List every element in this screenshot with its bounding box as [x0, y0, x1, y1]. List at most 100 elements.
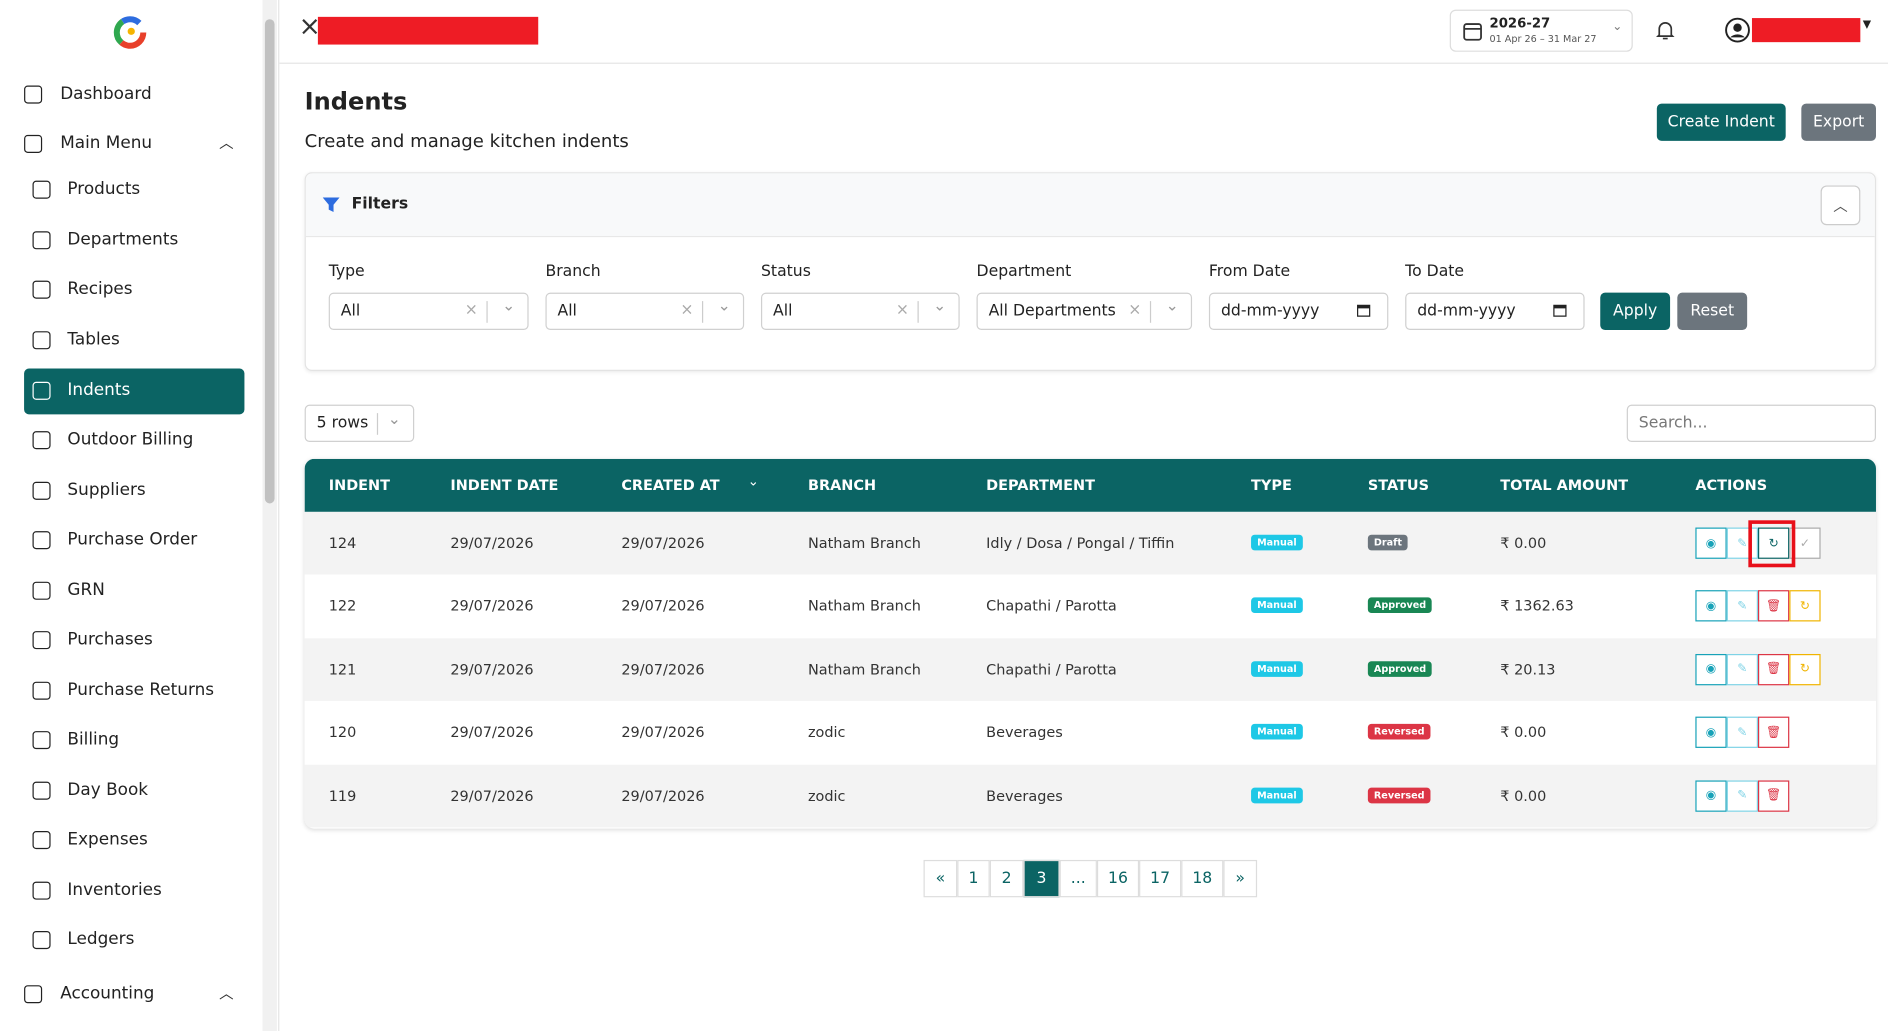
action-button[interactable]: ◉ [1695, 779, 1727, 812]
calendar-icon [1553, 304, 1567, 317]
year-range: 01 Apr 26 – 31 Mar 27 [1489, 33, 1597, 45]
menu-item[interactable]: Suppliers [67, 480, 146, 500]
bell-icon[interactable] [1656, 19, 1675, 41]
page-button[interactable]: 2 [989, 859, 1024, 898]
action-button[interactable]: ↻ [1789, 653, 1821, 686]
cell: zodic [807, 787, 846, 805]
table: INDENT INDENT DATE CREATED AT BRANCH DEPARTM… [304, 458, 1876, 829]
action-button[interactable]: ◉ [1695, 527, 1727, 559]
type-badge: Manual [1251, 660, 1303, 677]
menu-item[interactable]: Day Book [67, 780, 149, 800]
action-button[interactable]: 🗑 [1757, 653, 1790, 686]
menu-icon [32, 481, 51, 500]
menu-item[interactable]: Ledgers [67, 929, 135, 950]
cell: Natham Branch [807, 534, 921, 552]
menu-item[interactable]: Purchase Returns [67, 680, 215, 700]
year-picker[interactable]: 2026-27 01 Apr 26 – 31 Mar 27 ⌄ [1449, 9, 1633, 52]
table-row: 124 29/07/2026 29/07/2026 Natham Branch Idly… [304, 511, 1876, 575]
menu-item[interactable]: Tables [67, 330, 120, 350]
status-badge: Reversed [1367, 724, 1431, 740]
page-button[interactable]: ... [1059, 859, 1097, 898]
table-header [304, 458, 1876, 512]
cell: 29/07/2026 [621, 597, 705, 615]
apply-button[interactable]: Apply [1600, 292, 1671, 331]
cell: 29/07/2026 [621, 534, 705, 552]
action-button[interactable]: ✎ [1726, 716, 1758, 749]
menu-icon [32, 881, 51, 900]
menu-icon [24, 134, 43, 153]
action-button[interactable]: ✎ [1726, 590, 1758, 622]
cell: ₹ 0.00 [1500, 724, 1547, 741]
user-icon[interactable] [1724, 17, 1750, 43]
cell: 29/07/2026 [450, 724, 534, 741]
create-button[interactable]: Create Indent [1656, 103, 1786, 141]
action-button[interactable]: ✎ [1726, 653, 1758, 686]
menu-item[interactable]: Purchase Order [67, 529, 198, 550]
filter-input[interactable]: All Departments × ⌄ [976, 292, 1193, 331]
action-button[interactable]: ◉ [1695, 653, 1727, 686]
cell: 124 [328, 534, 357, 552]
search-input[interactable]: Search... [1626, 404, 1876, 443]
filter-input[interactable]: dd-mm-yyyy [1208, 292, 1389, 331]
menu-item[interactable]: Inventories [67, 880, 162, 900]
action-button[interactable]: 🗑 [1757, 590, 1790, 622]
column-header: BRANCH [807, 476, 877, 494]
action-button[interactable]: ◉ [1695, 716, 1727, 749]
page-button[interactable]: 17 [1139, 859, 1182, 898]
menu-item[interactable]: Indents [67, 380, 131, 400]
page-button[interactable]: « [923, 859, 958, 898]
cell: ₹ 0.00 [1500, 787, 1547, 805]
menu-item[interactable]: Accounting [60, 983, 155, 1004]
menu-item[interactable]: Departments [67, 230, 179, 250]
action-button[interactable]: 🗑 [1757, 716, 1790, 749]
menu-item[interactable]: Expenses [67, 829, 148, 850]
rows-select[interactable]: 5 rows ⌄ [304, 404, 415, 443]
type-badge: Manual [1251, 724, 1303, 740]
action-button[interactable]: ↻ [1757, 527, 1790, 559]
table-row: 122 29/07/2026 29/07/2026 Natham Branch Chap… [304, 574, 1876, 639]
action-button[interactable]: ✎ [1726, 779, 1758, 812]
action-button[interactable]: ◉ [1695, 590, 1727, 622]
action-button[interactable]: ✎ [1726, 527, 1758, 559]
redaction [1751, 18, 1861, 43]
highlight-box [1748, 520, 1796, 568]
clear-icon: × [1128, 301, 1142, 320]
filter-input[interactable]: All × ⌄ [328, 292, 529, 331]
reset-button[interactable]: Reset [1677, 292, 1748, 331]
menu-item[interactable]: Dashboard [60, 84, 152, 104]
divider [701, 301, 704, 323]
filter-input[interactable]: dd-mm-yyyy [1405, 292, 1585, 331]
menu-item[interactable]: Main Menu [60, 133, 153, 153]
filter-input[interactable]: All × ⌄ [545, 292, 745, 331]
caret: ▼ [1862, 19, 1872, 32]
cell: 29/07/2026 [450, 534, 534, 552]
menu-item[interactable]: Products [67, 179, 141, 199]
menu-item[interactable]: Outdoor Billing [67, 429, 194, 450]
menu-icon [32, 681, 51, 700]
cell: 29/07/2026 [450, 660, 534, 678]
menu-item[interactable]: GRN [67, 580, 105, 600]
filter-input[interactable]: All × ⌄ [760, 292, 960, 331]
page-button[interactable]: » [1223, 859, 1258, 898]
action-button[interactable]: ↻ [1789, 590, 1821, 622]
menu-item[interactable]: Billing [67, 729, 120, 750]
cell: 121 [328, 660, 357, 678]
menu-icon [32, 581, 51, 600]
export-button[interactable]: Export [1801, 103, 1876, 141]
column-header: DEPARTMENT [986, 476, 1096, 494]
cell: 122 [328, 597, 357, 615]
page-button[interactable]: 16 [1096, 859, 1140, 898]
action-button[interactable]: 🗑 [1757, 779, 1790, 812]
filters-card: Filters ︿ [304, 172, 1876, 371]
close-icon[interactable]: × [298, 12, 321, 43]
filter-value: All [773, 302, 793, 321]
page-button[interactable]: 18 [1181, 859, 1224, 898]
type-badge: Manual [1251, 534, 1303, 551]
menu-item[interactable]: Purchases [67, 629, 153, 650]
page-button[interactable]: 3 [1023, 859, 1060, 898]
caret: ⌄ [387, 410, 401, 429]
cell: ₹ 0.00 [1500, 534, 1547, 552]
menu-item[interactable]: Recipes [67, 279, 133, 299]
page-button[interactable]: 1 [957, 859, 990, 898]
collapse-button[interactable]: ︿ [1820, 185, 1861, 226]
